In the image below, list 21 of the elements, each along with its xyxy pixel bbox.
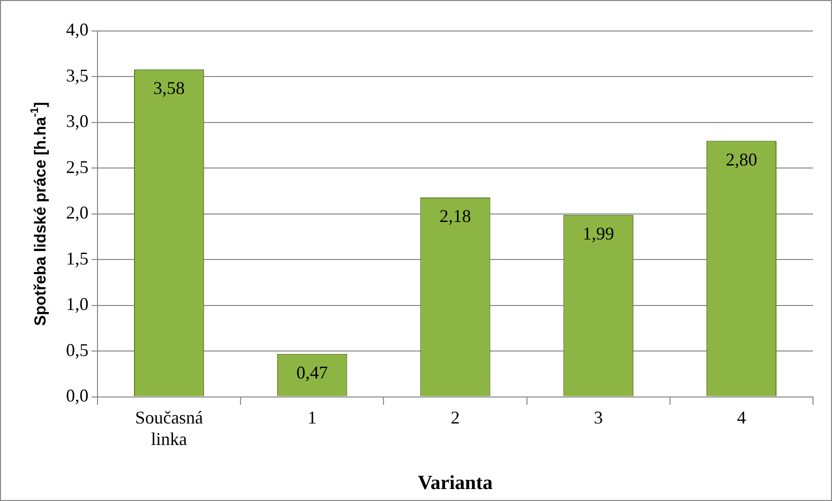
x-axis-title: Varianta — [418, 472, 493, 494]
y-tick-label: 3,5 — [66, 65, 88, 86]
y-tick-label: 3,0 — [66, 111, 88, 132]
y-tick-label: 0,5 — [66, 340, 88, 360]
x-tick-label: Současná linka — [135, 407, 204, 449]
data-label: 1,99 — [582, 224, 614, 244]
data-label: 2,18 — [440, 206, 471, 226]
y-tick-label: 0,0 — [66, 386, 88, 406]
x-tick-label: 1 — [308, 407, 317, 428]
data-label: 2,80 — [726, 149, 758, 170]
x-tick-label: 2 — [450, 407, 460, 428]
x-tick-label: 3 — [594, 407, 603, 428]
y-tick-label: 1,5 — [66, 248, 88, 268]
data-label: 3,58 — [153, 78, 185, 98]
y-tick-label: 2,0 — [66, 202, 88, 223]
x-tick-label: 4 — [736, 407, 746, 428]
y-tick-label: 2,5 — [66, 156, 88, 177]
y-tick-label: 4,0 — [66, 20, 88, 40]
y-axis-title: Spotřeba lidské práce [h.ha-1] — [29, 102, 50, 326]
y-tick-label: 1,0 — [66, 294, 88, 314]
data-label: 0,47 — [296, 362, 328, 383]
